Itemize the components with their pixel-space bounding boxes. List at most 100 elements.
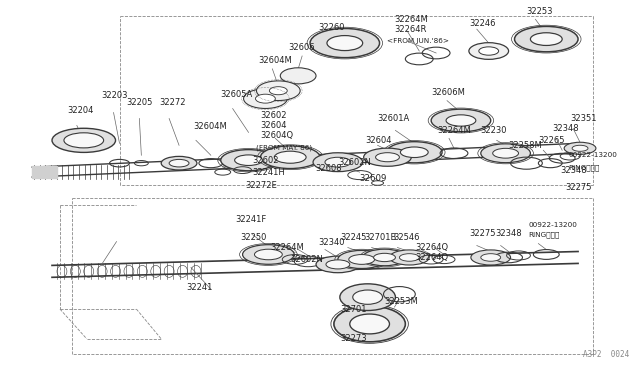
Text: 00922-13200: 00922-13200 xyxy=(529,222,577,228)
Text: 00922-13200: 00922-13200 xyxy=(568,152,617,158)
Text: 32241: 32241 xyxy=(186,283,212,292)
Ellipse shape xyxy=(363,249,406,266)
Text: 32241H: 32241H xyxy=(253,168,285,177)
Text: 32351: 32351 xyxy=(570,114,596,123)
Text: 32275: 32275 xyxy=(469,229,495,238)
Ellipse shape xyxy=(326,260,350,269)
Ellipse shape xyxy=(244,89,287,109)
Text: 32602: 32602 xyxy=(253,156,279,165)
Ellipse shape xyxy=(479,47,499,55)
Ellipse shape xyxy=(350,314,390,334)
Text: 32606: 32606 xyxy=(288,42,315,52)
Text: 32605A: 32605A xyxy=(221,90,253,99)
Text: 32230: 32230 xyxy=(481,126,508,135)
Ellipse shape xyxy=(515,26,578,52)
Ellipse shape xyxy=(493,148,518,158)
Ellipse shape xyxy=(481,144,531,163)
Text: 32264M: 32264M xyxy=(394,15,428,24)
Ellipse shape xyxy=(316,256,360,273)
Text: 32340: 32340 xyxy=(318,238,344,247)
Text: (FROM MAY.'86): (FROM MAY.'86) xyxy=(257,144,312,151)
Text: 32546: 32546 xyxy=(394,233,420,242)
Text: 32260: 32260 xyxy=(318,23,344,32)
Ellipse shape xyxy=(446,115,476,126)
Text: 32272E: 32272E xyxy=(246,180,277,189)
Ellipse shape xyxy=(235,155,262,166)
Text: 32604M: 32604M xyxy=(259,57,292,65)
Ellipse shape xyxy=(255,94,275,103)
Text: 32348: 32348 xyxy=(495,229,522,238)
Ellipse shape xyxy=(327,36,363,51)
Text: <FROM JUN.'86>: <FROM JUN.'86> xyxy=(387,38,449,44)
Ellipse shape xyxy=(169,159,189,167)
Ellipse shape xyxy=(531,33,562,45)
Ellipse shape xyxy=(431,109,491,132)
Text: 32348: 32348 xyxy=(560,166,587,174)
Text: 32241F: 32241F xyxy=(236,215,267,224)
Text: 32348: 32348 xyxy=(552,124,579,133)
Ellipse shape xyxy=(313,153,363,171)
Ellipse shape xyxy=(399,254,419,261)
Ellipse shape xyxy=(243,245,294,264)
Text: 32604Q: 32604Q xyxy=(260,131,294,140)
Text: 32253: 32253 xyxy=(527,7,553,16)
Text: 32604: 32604 xyxy=(260,121,287,130)
Text: 32272: 32272 xyxy=(159,98,186,107)
Ellipse shape xyxy=(364,148,412,166)
Ellipse shape xyxy=(481,254,500,261)
Ellipse shape xyxy=(275,151,306,163)
Text: RINGリング: RINGリング xyxy=(568,165,600,171)
Ellipse shape xyxy=(255,249,282,260)
Ellipse shape xyxy=(353,290,383,304)
Text: 32602N: 32602N xyxy=(338,158,371,167)
Ellipse shape xyxy=(310,29,380,58)
Text: 32264Q: 32264Q xyxy=(415,253,449,262)
Ellipse shape xyxy=(469,43,509,60)
Text: 32258M: 32258M xyxy=(509,141,542,150)
Text: 32264M: 32264M xyxy=(437,126,471,135)
Ellipse shape xyxy=(401,147,428,157)
Ellipse shape xyxy=(325,157,351,167)
Text: RINGリング: RINGリング xyxy=(529,231,560,238)
Text: 32602N: 32602N xyxy=(290,255,323,264)
Text: 32609: 32609 xyxy=(360,174,387,183)
Text: 32606M: 32606M xyxy=(431,88,465,97)
Ellipse shape xyxy=(376,153,399,162)
Ellipse shape xyxy=(269,87,287,95)
Ellipse shape xyxy=(280,68,316,84)
Text: 32264M: 32264M xyxy=(270,243,304,252)
Ellipse shape xyxy=(387,142,442,163)
Text: 32204: 32204 xyxy=(67,106,93,115)
Ellipse shape xyxy=(471,250,511,265)
Ellipse shape xyxy=(221,150,276,171)
Ellipse shape xyxy=(340,284,396,311)
Text: 32601A: 32601A xyxy=(378,114,410,123)
Ellipse shape xyxy=(257,81,300,100)
Ellipse shape xyxy=(52,128,116,153)
Ellipse shape xyxy=(260,146,320,169)
Text: 32701B: 32701B xyxy=(365,233,397,242)
Text: 32265: 32265 xyxy=(538,136,565,145)
Ellipse shape xyxy=(374,253,396,262)
Text: 32608: 32608 xyxy=(315,164,342,173)
Ellipse shape xyxy=(564,142,596,154)
Text: 32253M: 32253M xyxy=(385,296,419,306)
Ellipse shape xyxy=(572,145,588,151)
Ellipse shape xyxy=(338,250,385,269)
Ellipse shape xyxy=(349,254,374,264)
Ellipse shape xyxy=(161,156,197,170)
Text: 32203: 32203 xyxy=(102,91,128,100)
Text: 32604: 32604 xyxy=(365,136,392,145)
Text: 32701: 32701 xyxy=(340,305,366,314)
Text: 32250: 32250 xyxy=(241,233,267,242)
Text: 32246: 32246 xyxy=(469,19,495,28)
Ellipse shape xyxy=(390,250,429,265)
Ellipse shape xyxy=(64,133,104,148)
Text: 32264R: 32264R xyxy=(394,25,427,34)
Text: 32273: 32273 xyxy=(340,334,367,343)
Text: 32602: 32602 xyxy=(260,111,287,120)
Text: 32264Q: 32264Q xyxy=(415,243,449,252)
Polygon shape xyxy=(32,166,57,178)
Text: 32604M: 32604M xyxy=(193,122,227,131)
Ellipse shape xyxy=(334,306,405,342)
